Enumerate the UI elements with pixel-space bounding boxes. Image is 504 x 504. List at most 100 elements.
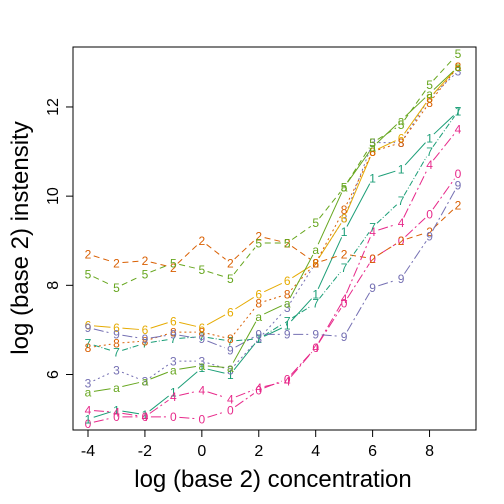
- y-tick-label: 12: [45, 98, 62, 116]
- series-3-point: 3: [284, 301, 291, 315]
- series-8-point: 8: [255, 296, 262, 310]
- series-6-point: 6: [142, 323, 149, 337]
- series-5-segment: [404, 89, 427, 121]
- series-a-segment: [433, 70, 454, 90]
- series-a-point: a: [199, 359, 206, 373]
- series-9-point: 9: [142, 332, 149, 346]
- series-a: a a a a a a a a a a a a a a: [85, 60, 462, 399]
- series-a-segment: [405, 97, 426, 117]
- series-5-point: 5: [426, 78, 433, 92]
- series-9-point: 9: [312, 328, 319, 342]
- series-a-segment: [93, 388, 111, 392]
- series-1-point: 1: [341, 225, 348, 239]
- series-8-point: 8: [113, 337, 120, 351]
- series-5-segment: [179, 263, 197, 269]
- series-1-segment: [177, 371, 198, 389]
- series-4-point: 4: [142, 410, 149, 424]
- x-axis: -4 -2 0 2 4 6 8: [81, 429, 434, 460]
- series-8-segment: [290, 267, 313, 291]
- series-1-segment: [233, 343, 256, 371]
- series-5-segment: [291, 225, 312, 240]
- series-3-point: 3: [227, 363, 234, 377]
- series-0-segment: [234, 393, 255, 408]
- series-0-point: 0: [113, 410, 120, 424]
- series-5-point: 5: [227, 272, 234, 286]
- series-7-point: 7: [170, 332, 177, 346]
- series-3-point: 3: [398, 136, 405, 150]
- series-4-segment: [378, 224, 396, 231]
- series-0-segment: [179, 416, 196, 420]
- series-7-segment: [236, 338, 253, 342]
- series-0-point: 0: [255, 383, 262, 397]
- series-0-point: 0: [170, 410, 177, 424]
- series-7-segment: [376, 204, 398, 224]
- series-8-segment: [207, 333, 225, 338]
- series-8-segment: [318, 214, 342, 258]
- series-8-point: 8: [170, 325, 177, 339]
- series-7-segment: [263, 323, 283, 337]
- x-axis-title: log (base 2) concentration: [134, 466, 412, 493]
- series-7-segment: [403, 156, 427, 196]
- series-7-point: 7: [85, 337, 92, 351]
- series-6-point: 6: [170, 314, 177, 328]
- series-3-point: 3: [455, 65, 462, 79]
- series-3-segment: [345, 148, 371, 213]
- series-7-segment: [292, 305, 311, 319]
- series-1-point: 1: [284, 319, 291, 333]
- series-6-segment: [93, 325, 111, 328]
- series-4-segment: [235, 389, 254, 398]
- series-6-point: 6: [284, 274, 291, 288]
- y-tick-label: 6: [45, 370, 62, 379]
- series-6-point: 6: [312, 256, 319, 270]
- series-9-segment: [432, 189, 456, 232]
- series-6-segment: [346, 156, 371, 214]
- series-0-point: 0: [312, 341, 319, 355]
- series-2-segment: [206, 244, 226, 260]
- series-5-point: 5: [142, 267, 149, 281]
- series-0-point: 0: [426, 207, 433, 221]
- series-7: 7 7 7 7 7 7 7 7 7 7 7 7 7 7: [85, 105, 462, 360]
- series-9-point: 9: [170, 328, 177, 342]
- series-5-point: 5: [199, 263, 206, 277]
- series-1-point: 1: [398, 163, 405, 177]
- series-3-segment: [262, 311, 284, 335]
- series-6: 6 6 6 6 6 6 6 6 6 6 6 6 6 6: [85, 60, 462, 337]
- series-1-segment: [404, 142, 426, 166]
- series-1-segment: [93, 411, 111, 418]
- series-7-segment: [319, 271, 341, 299]
- series-a-point: a: [284, 296, 291, 310]
- series-3-point: 3: [142, 374, 149, 388]
- series-a-point: a: [341, 181, 348, 195]
- series-8: 8 8 8 8 8 8 8 8 8 8 8 8 8 8: [85, 60, 462, 355]
- series-5-segment: [319, 191, 341, 219]
- series-2: 2 2 2 2 2 2 2 2 2 2 2 2 2 2: [85, 198, 462, 274]
- series-4-segment: [432, 133, 455, 161]
- series-1-point: 1: [369, 172, 376, 186]
- series-5-segment: [346, 147, 370, 183]
- series-8-point: 8: [85, 341, 92, 355]
- series-6-segment: [122, 327, 139, 330]
- series-7-segment: [93, 344, 111, 351]
- series-8-point: 8: [199, 325, 206, 339]
- series-2-point: 2: [199, 234, 206, 248]
- series-4-point: 4: [170, 390, 177, 404]
- x-tick-label: 8: [425, 443, 434, 460]
- series-2-segment: [377, 243, 397, 256]
- series-8-point: 8: [369, 145, 376, 159]
- series-1-segment: [207, 368, 225, 374]
- x-tick-label: 2: [254, 443, 263, 460]
- x-tick-label: 4: [311, 443, 320, 460]
- series-7-point: 7: [227, 334, 234, 348]
- series-0: 0 0 0 0 0 0 0 0 0 0 0 0 0 0: [85, 167, 462, 431]
- series-9-point: 9: [85, 321, 92, 335]
- series-5-point: 5: [170, 256, 177, 270]
- x-tick-label: -2: [138, 443, 152, 460]
- series-a-point: a: [227, 361, 234, 375]
- series-4-point: 4: [312, 341, 319, 355]
- series-8-point: 8: [227, 332, 234, 346]
- series-9-point: 9: [199, 332, 206, 346]
- series-9-segment: [150, 334, 168, 339]
- series-9: 9 9 9 9 9 9 9 9 9 9 9 9 9 9: [85, 178, 462, 357]
- series-5-point: 5: [369, 136, 376, 150]
